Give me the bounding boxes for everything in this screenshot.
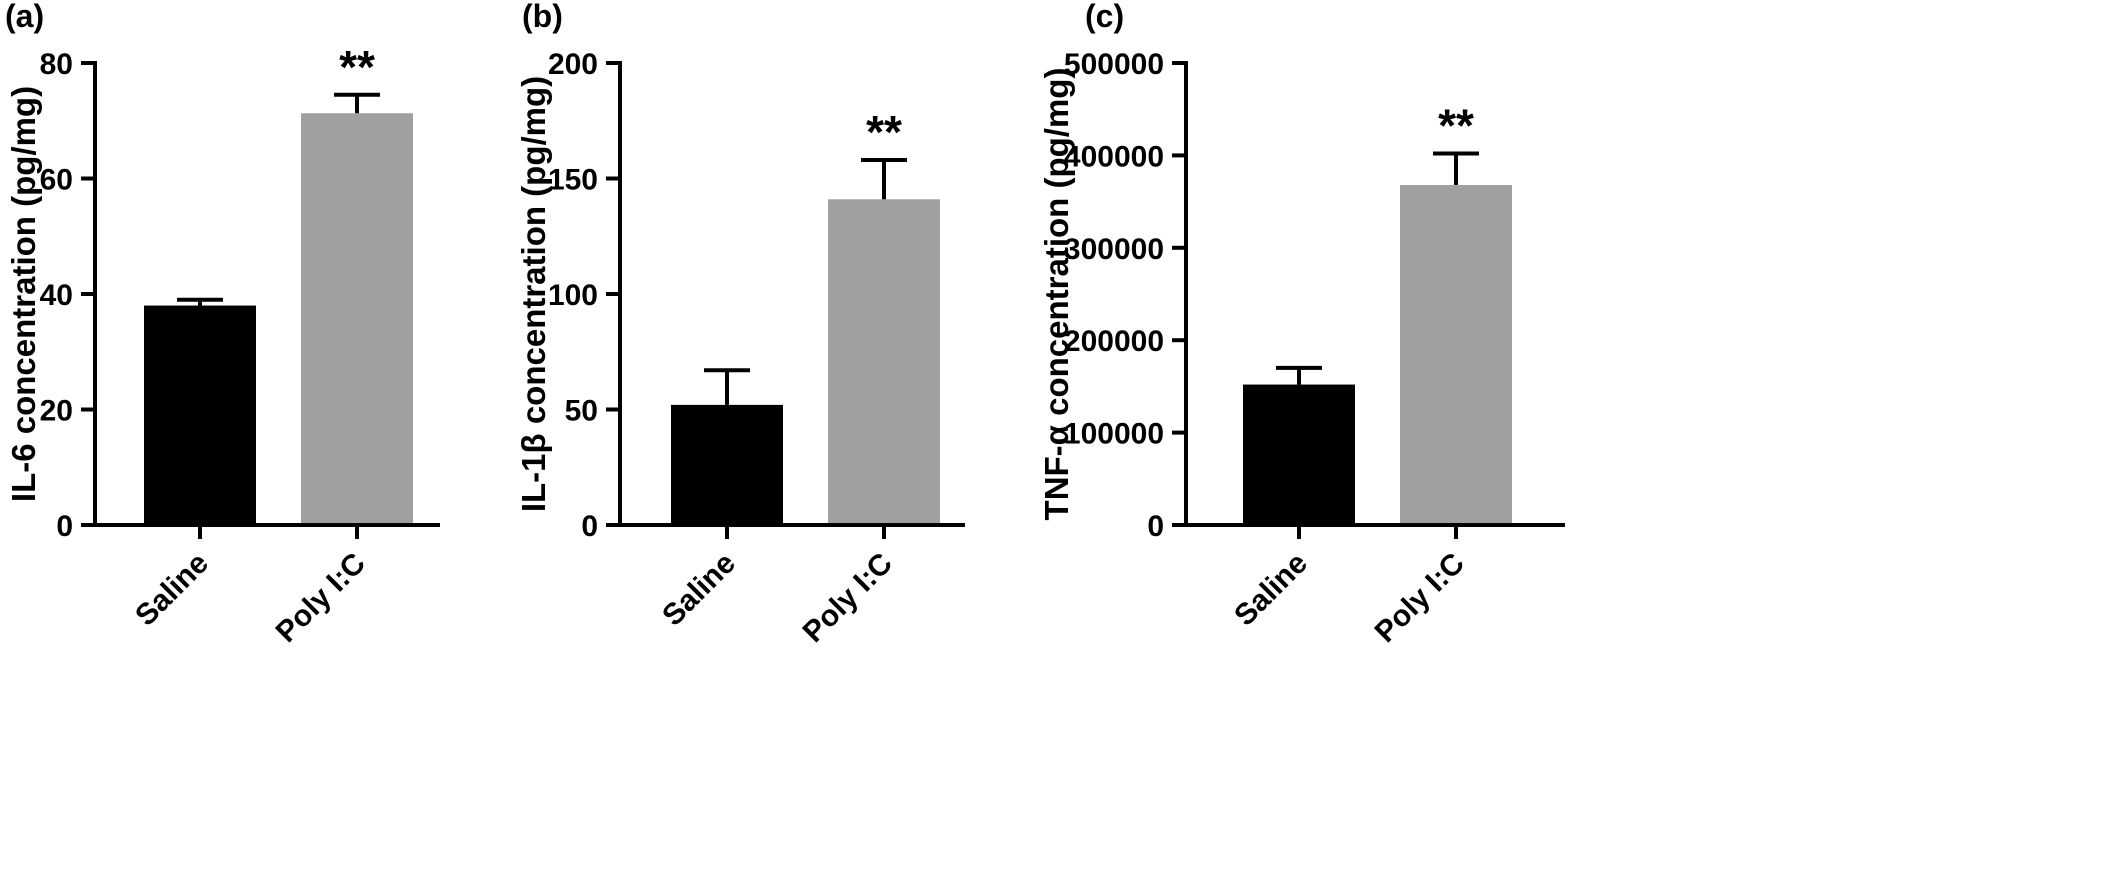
y-tick-label: 100000 <box>1064 418 1164 451</box>
category-label-saline: Saline <box>129 547 215 633</box>
bar-saline <box>144 305 256 525</box>
category-label-saline: Saline <box>1228 547 1314 633</box>
panel-c: (c) ** 0 100000 200000 300000 400000 500000 Sali… <box>1038 0 1565 649</box>
bar-poly-ic <box>301 113 413 526</box>
panel-b: (b) ** 0 50 100 150 200 Saline Poly I:C IL-1β con… <box>515 0 965 649</box>
y-tick-label: 0 <box>1147 510 1164 543</box>
y-axis-title: IL-1β concentration (pg/mg) <box>515 76 552 512</box>
y-tick-label: 40 <box>40 279 73 312</box>
significance-label: ** <box>339 41 375 93</box>
y-tick-label: 0 <box>56 510 73 543</box>
significance-label: ** <box>866 106 902 158</box>
y-tick-label: 0 <box>581 510 598 543</box>
y-tick-label: 100 <box>548 279 598 312</box>
y-tick-label: 400000 <box>1064 140 1164 173</box>
y-tick-label: 500000 <box>1064 48 1164 81</box>
category-label-saline: Saline <box>656 547 742 633</box>
category-label-poly-ic: Poly I:C <box>1369 547 1471 649</box>
y-tick-label: 300000 <box>1064 233 1164 266</box>
panel-label: (c) <box>1085 0 1124 34</box>
y-tick-label: 20 <box>40 395 73 428</box>
bar-saline <box>671 404 783 525</box>
y-axis-title: TNF-α concentration (pg/mg) <box>1038 68 1075 521</box>
category-label-poly-ic: Poly I:C <box>797 547 899 649</box>
panel-a: (a) ** 0 20 40 60 80 Saline Poly I:C IL-6 concent… <box>5 0 440 649</box>
significance-label: ** <box>1438 100 1474 152</box>
y-axis-title: IL-6 concentration (pg/mg) <box>5 86 42 502</box>
panel-label: (a) <box>5 0 44 34</box>
y-tick-label: 200000 <box>1064 325 1164 358</box>
y-tick-label: 200 <box>548 48 598 81</box>
y-tick-label: 150 <box>548 164 598 197</box>
bar-saline <box>1243 384 1355 525</box>
category-label-poly-ic: Poly I:C <box>270 547 372 649</box>
bar-poly-ic <box>828 199 940 526</box>
y-tick-label: 60 <box>40 164 73 197</box>
y-tick-label: 80 <box>40 48 73 81</box>
panel-label: (b) <box>522 0 563 34</box>
y-tick-label: 50 <box>565 395 598 428</box>
bar-poly-ic <box>1400 184 1512 525</box>
